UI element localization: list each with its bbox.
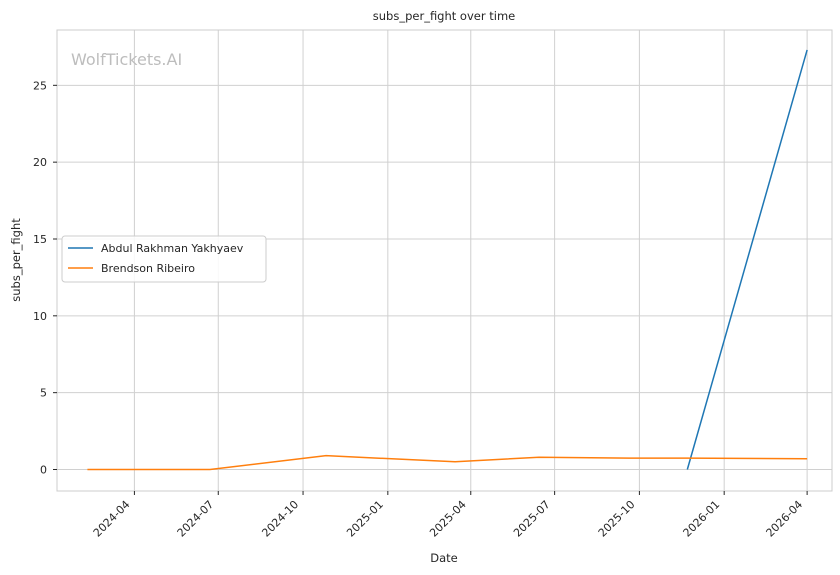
x-tick-label: 2025-10 <box>596 498 638 540</box>
y-tick-label: 10 <box>33 310 47 323</box>
grid <box>57 30 832 491</box>
x-axis-ticks: 2024-04 2024-07 2024-10 2025-01 2025-04 2025-… <box>91 491 808 540</box>
x-tick-label: 2024-07 <box>175 498 217 540</box>
x-tick-label: 2025-04 <box>427 498 469 540</box>
x-tick-label: 2024-04 <box>91 498 133 540</box>
x-axis-title: Date <box>430 551 458 565</box>
legend-label-brendson: Brendson Ribeiro <box>101 262 195 275</box>
plot-frame <box>56 29 833 492</box>
series-lines <box>87 49 808 471</box>
series-line-0 <box>686 49 808 470</box>
x-tick-label: 2025-07 <box>511 498 553 540</box>
x-tick-label: 2026-04 <box>764 498 806 540</box>
y-tick-label: 25 <box>33 79 47 92</box>
x-tick-label: 2026-01 <box>681 498 723 540</box>
legend-box <box>61 235 267 283</box>
y-axis-ticks: 0 5 10 15 20 25 <box>33 79 57 476</box>
y-axis-title: subs_per_fight <box>9 218 23 302</box>
y-tick-label: 0 <box>40 463 47 476</box>
chart-title: subs_per_fight over time <box>373 9 515 23</box>
x-tick-label: 2025-01 <box>344 498 386 540</box>
watermark-text: WolfTickets.AI <box>71 50 182 69</box>
y-tick-label: 20 <box>33 156 47 169</box>
legend-label-abdul: Abdul Rakhman Yakhyaev <box>101 242 244 255</box>
legend: Abdul Rakhman Yakhyaev Brendson Ribeiro <box>61 235 267 283</box>
y-tick-label: 5 <box>40 387 47 400</box>
x-tick-label: 2024-10 <box>259 498 301 540</box>
series-line-1 <box>87 454 808 471</box>
y-tick-label: 15 <box>33 233 47 246</box>
